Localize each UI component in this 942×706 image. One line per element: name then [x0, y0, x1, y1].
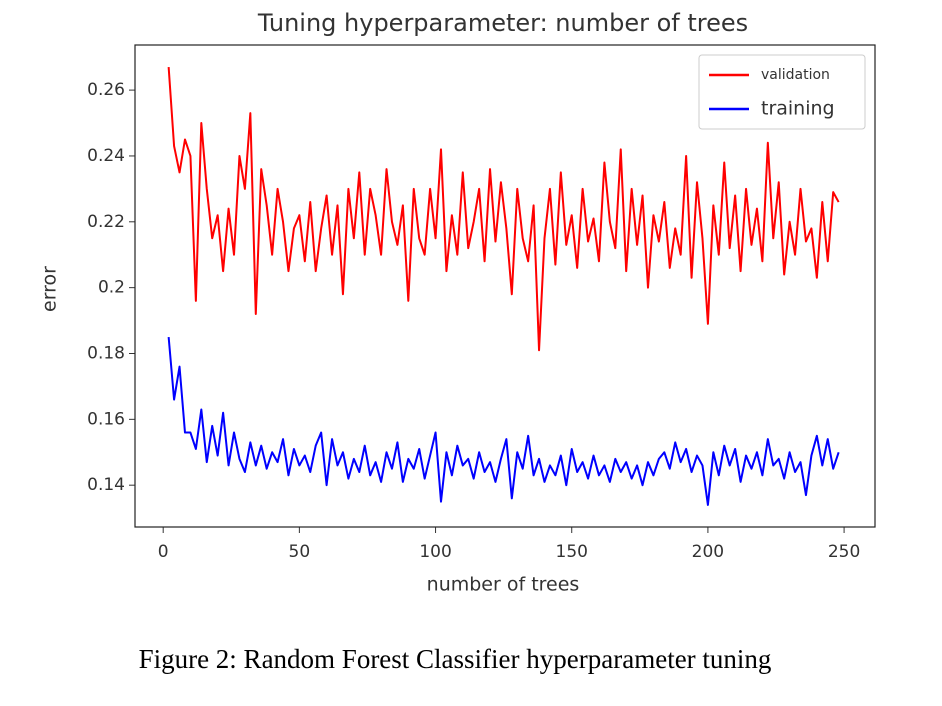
data-line: [167, 66, 840, 352]
y-tick-label: 0.22: [87, 212, 125, 232]
legend-label: training: [761, 98, 835, 120]
data-line: [167, 336, 840, 506]
x-tick-label: 200: [692, 542, 724, 562]
x-tick-label: 250: [828, 542, 860, 562]
y-tick-label: 0.18: [87, 343, 125, 363]
x-tick-label: 100: [419, 542, 451, 562]
x-tick-label: 50: [289, 542, 311, 562]
y-tick-label: 0.2: [98, 278, 125, 298]
caption: Figure 2: Random Forest Classifier hyper…: [139, 644, 772, 674]
y-tick-label: 0.24: [87, 146, 125, 166]
x-axis-label: number of trees: [427, 574, 580, 596]
chart-title: Tuning hyperparameter: number of trees: [257, 9, 748, 37]
legend-label: validation: [761, 67, 830, 83]
x-tick-label: 150: [556, 542, 588, 562]
plot-frame: [134, 44, 876, 528]
legend-box: [698, 54, 866, 130]
y-axis-label: error: [39, 266, 61, 312]
y-tick-label: 0.14: [87, 475, 125, 495]
y-tick-label: 0.16: [87, 409, 125, 429]
y-tick-label: 0.26: [87, 80, 125, 100]
x-tick-label: 0: [158, 542, 169, 562]
